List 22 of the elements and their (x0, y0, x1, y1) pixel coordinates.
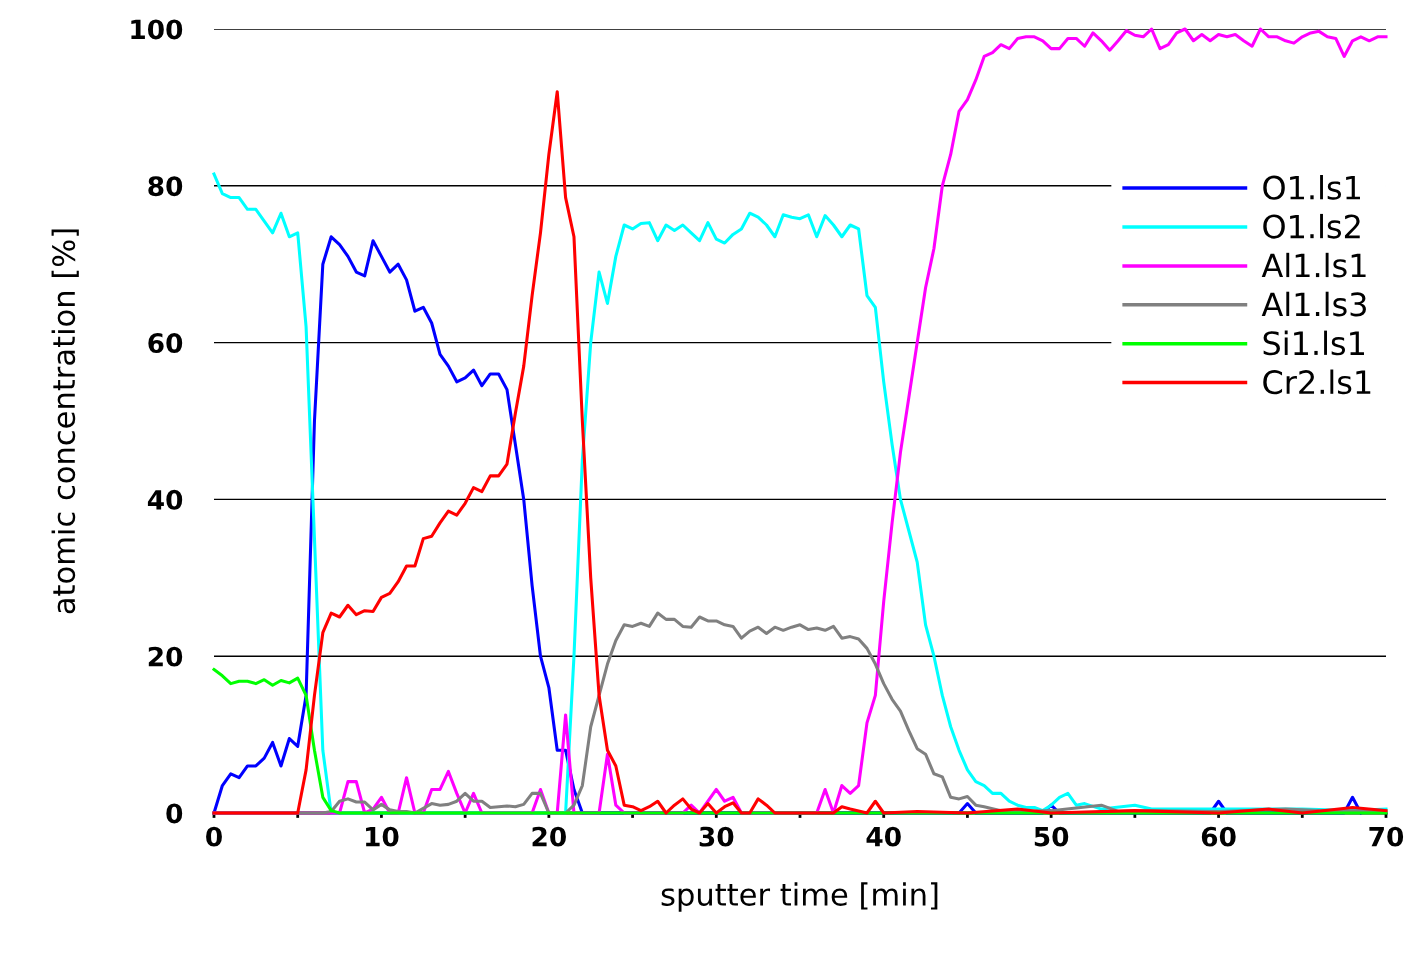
legend-label: Cr2.ls1 (1263, 369, 1371, 395)
x-tick-label: 50 (1034, 826, 1069, 847)
legend-label: Al1.ls1 (1261, 252, 1366, 278)
y-tick-label: 60 (148, 333, 183, 353)
x-tick-label: 60 (1201, 826, 1236, 847)
y-tick-label: 0 (166, 803, 183, 824)
legend-label: O1.ls2 (1263, 213, 1360, 239)
x-tick-label: 20 (532, 826, 566, 847)
x-tick-label: 0 (206, 826, 222, 847)
legend-label: O1.ls1 (1263, 175, 1360, 200)
y-axis-title: atomic concentration [%] (51, 229, 79, 614)
x-tick-label: 40 (866, 826, 901, 847)
x-tick-label: 10 (366, 826, 399, 847)
y-tick-label: 20 (148, 646, 183, 667)
legend-label: Si1.ls1 (1263, 330, 1364, 356)
legend-label: Al1.ls3 (1261, 291, 1366, 317)
y-tick-label: 40 (147, 489, 183, 510)
x-tick-label: 30 (699, 826, 734, 847)
y-tick-label: 80 (148, 176, 183, 197)
x-tick-label: 70 (1369, 826, 1404, 847)
x-axis-title: sputter time [min] (661, 882, 938, 912)
y-tick-label: 100 (131, 19, 183, 40)
